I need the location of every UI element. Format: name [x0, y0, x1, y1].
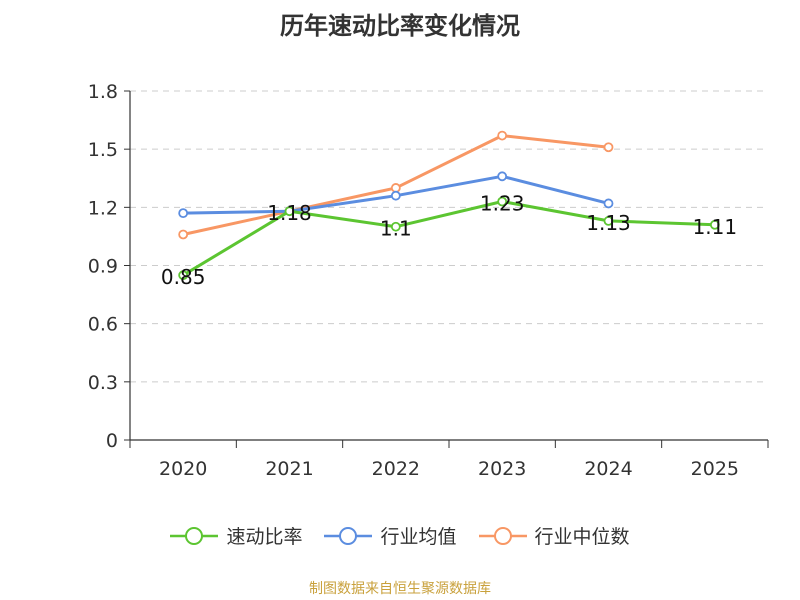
legend-swatch-industry-mean: [324, 526, 373, 545]
y-tick-label-2: 0.6: [88, 314, 118, 336]
legend: 速动比率 行业均值 行业中位数: [0, 522, 800, 549]
data-label-2022: 1.1: [380, 217, 412, 241]
legend-label-quick-ratio: 速动比率: [226, 526, 303, 548]
x-tick-label-2023: 2023: [478, 458, 526, 480]
source-note: 制图数据来自恒生聚源数据库: [309, 581, 491, 597]
series-0-point-2021: [284, 206, 295, 217]
series-0-point-2020: [178, 270, 189, 281]
series-1-point-2023: [497, 171, 508, 182]
data-label-2021: 1.18: [267, 201, 312, 225]
x-tick-label-2025: 2025: [691, 458, 739, 480]
legend-label-industry-mean: 行业均值: [380, 526, 457, 548]
legend-item-industry-median[interactable]: 行业中位数: [478, 522, 630, 549]
series-1-point-2020: [178, 208, 189, 219]
legend-swatch-marker-0: [185, 526, 204, 545]
legend-swatch-industry-median: [478, 526, 527, 545]
chart-title: 历年速动比率变化情况: [280, 12, 520, 40]
series-1-point-2024: [603, 198, 614, 209]
y-tick-label-1: 0.3: [88, 372, 118, 394]
series-0-point-2023: [497, 196, 508, 207]
series-2-point-2022: [390, 183, 401, 193]
x-tick-label-2021: 2021: [265, 458, 313, 480]
legend-swatch-marker-2: [493, 526, 512, 545]
series-0-point-2022: [390, 221, 401, 232]
legend-item-quick-ratio[interactable]: 速动比率: [170, 522, 302, 549]
y-tick-label-4: 1.2: [88, 197, 118, 219]
series-0-point-2025: [709, 219, 720, 230]
x-tick-label-2020: 2020: [159, 458, 207, 480]
y-tick-label-6: 1.8: [88, 81, 118, 103]
legend-item-industry-mean[interactable]: 行业均值: [324, 522, 457, 549]
legend-label-industry-median: 行业中位数: [534, 526, 630, 548]
y-tick-label-5: 1.5: [88, 139, 118, 161]
data-label-2024: 1.13: [586, 211, 631, 235]
series-2-point-2020: [178, 229, 189, 240]
series-1-point-2022: [390, 190, 401, 201]
legend-swatch-marker-1: [339, 526, 358, 545]
y-tick-label-3: 0.9: [88, 256, 118, 278]
data-label-2020: 0.85: [161, 265, 206, 289]
series-2-point-2023: [497, 130, 508, 141]
x-tick-label-2024: 2024: [584, 458, 632, 480]
series-0-point-2024: [603, 216, 614, 226]
series-2-point-2024: [603, 142, 614, 153]
data-label-2025: 1.11: [693, 215, 738, 239]
data-label-2023: 1.23: [480, 192, 525, 216]
series-line-0: [182, 200, 715, 277]
legend-swatch-quick-ratio: [170, 526, 219, 545]
x-tick-label-2022: 2022: [372, 458, 420, 480]
y-tick-label-0: 0: [106, 430, 118, 452]
